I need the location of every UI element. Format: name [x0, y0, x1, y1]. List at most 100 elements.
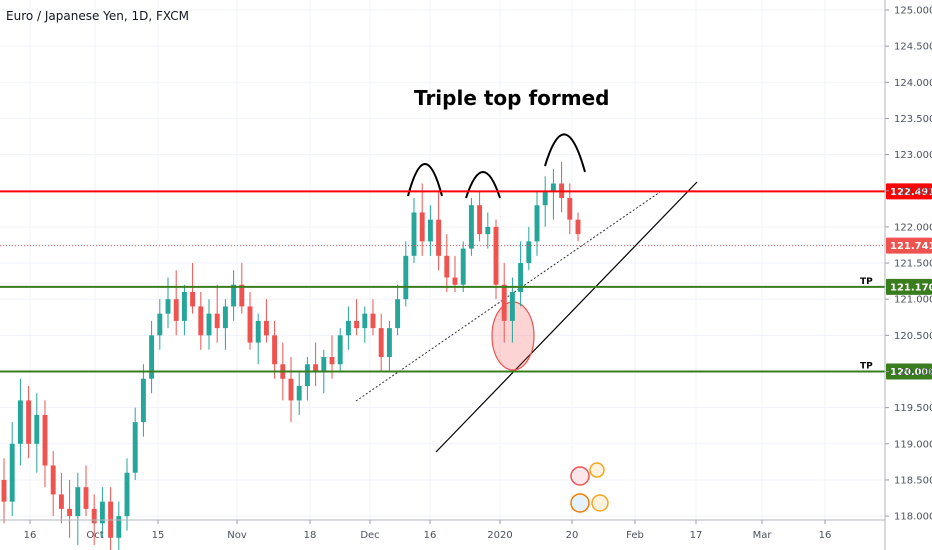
- candle-body: [83, 487, 89, 509]
- event-marker-icon[interactable]: [570, 493, 590, 513]
- candle-body: [321, 357, 327, 372]
- candle-body: [173, 299, 179, 321]
- candle-body: [485, 226, 491, 235]
- candle-body: [337, 335, 343, 365]
- y-tick-label: 121.500: [894, 259, 932, 270]
- candle-body: [304, 364, 310, 386]
- candle-body: [329, 357, 335, 365]
- candle-body: [206, 313, 212, 336]
- x-tick-label: Mar: [753, 530, 773, 541]
- candle-body: [124, 472, 130, 517]
- candle-body: [288, 378, 294, 401]
- candle-body: [518, 263, 524, 292]
- top-arc-3: [544, 133, 586, 173]
- dotted-trendline: [355, 191, 661, 402]
- tp-label: TP: [860, 362, 873, 372]
- candle-body: [247, 306, 253, 343]
- candle-body: [116, 516, 122, 538]
- event-marker-icon[interactable]: [589, 462, 605, 478]
- y-tick-label: 120.000: [894, 367, 932, 378]
- candle-body: [67, 508, 73, 517]
- y-tick-label: 120.500: [894, 331, 932, 342]
- symbol-title[interactable]: Euro / Japanese Yen, 1D, FXCM: [6, 9, 190, 23]
- y-tick-label: 118.000: [894, 512, 932, 523]
- candle-body: [452, 277, 458, 285]
- candle-body: [386, 328, 392, 358]
- candle-body: [140, 378, 146, 423]
- chart-annotation-title: Triple top formed: [414, 86, 610, 110]
- y-tick-label: 119.000: [894, 439, 932, 450]
- candle-body: [460, 248, 466, 285]
- candle-body: [419, 212, 425, 242]
- tp-label: TP: [860, 277, 873, 287]
- candle-body: [427, 219, 433, 242]
- event-marker-icon[interactable]: [570, 466, 590, 486]
- candle-body: [1, 479, 7, 502]
- price-label-bg: [886, 183, 932, 200]
- x-tick-label: Nov: [227, 530, 247, 541]
- price-label-bg: [886, 363, 932, 380]
- y-tick-label: 124.500: [894, 42, 932, 53]
- candle-body: [526, 241, 532, 264]
- price-label: 121.741: [890, 241, 932, 252]
- candle-body: [190, 291, 196, 307]
- candle-body: [26, 400, 32, 444]
- support-trendline: [435, 181, 698, 453]
- y-tick-label: 123.000: [894, 150, 932, 161]
- x-tick-label: 16: [819, 530, 832, 541]
- candle-body: [509, 291, 515, 321]
- top-arc-2: [465, 171, 501, 199]
- candle-body: [345, 320, 351, 336]
- x-tick-label: Oct: [86, 530, 103, 541]
- candle-body: [132, 422, 138, 473]
- candles: [1, 161, 581, 550]
- candle-body: [534, 205, 540, 242]
- candle-body: [255, 320, 261, 343]
- candle-body: [411, 212, 417, 256]
- candle-body: [222, 306, 228, 329]
- candle-body: [149, 335, 155, 379]
- candle-body: [214, 313, 220, 329]
- candle-body: [575, 219, 581, 235]
- candle-body: [378, 328, 384, 358]
- candle-body: [239, 284, 245, 307]
- x-tick-label: 2020: [487, 530, 512, 541]
- candle-body: [50, 465, 56, 495]
- candle-body: [313, 364, 319, 372]
- top-arc-1: [407, 163, 443, 197]
- candle-body: [272, 335, 278, 365]
- candle-body: [354, 320, 360, 329]
- candle-body: [493, 226, 499, 285]
- candle-body: [91, 508, 97, 524]
- candle-body: [75, 487, 81, 517]
- price-label-bg: [886, 237, 932, 254]
- candle-body: [9, 443, 15, 502]
- y-tick-label: 118.500: [894, 475, 932, 486]
- x-tick-label: 15: [152, 530, 165, 541]
- candle-body: [231, 284, 237, 307]
- candle-body: [165, 299, 171, 314]
- candle-body: [34, 414, 40, 444]
- candle-body: [370, 313, 376, 329]
- y-tick-label: 125.000: [894, 6, 932, 17]
- x-tick-label: 18: [304, 530, 317, 541]
- x-tick-label: 17: [690, 530, 703, 541]
- event-marker-icon[interactable]: [591, 494, 609, 512]
- candle-body: [263, 320, 269, 336]
- candle-body: [403, 255, 409, 300]
- candle-body: [550, 183, 556, 191]
- price-label: 122.491: [890, 187, 932, 198]
- candle-body: [58, 494, 64, 509]
- y-tick-label: 122.000: [894, 222, 932, 233]
- price-label: 120.000: [890, 367, 932, 378]
- price-lines: 122.491 121.741 121.170 TP 120.000 TP: [0, 183, 932, 380]
- candle-body: [477, 205, 483, 235]
- y-tick-label: 121.000: [894, 295, 932, 306]
- x-tick-label: 16: [424, 530, 437, 541]
- candle-body: [395, 299, 401, 329]
- price-label-bg: [886, 278, 932, 295]
- candle-body: [99, 501, 105, 524]
- candle-body: [444, 255, 450, 278]
- y-tick-label: 123.500: [894, 114, 932, 125]
